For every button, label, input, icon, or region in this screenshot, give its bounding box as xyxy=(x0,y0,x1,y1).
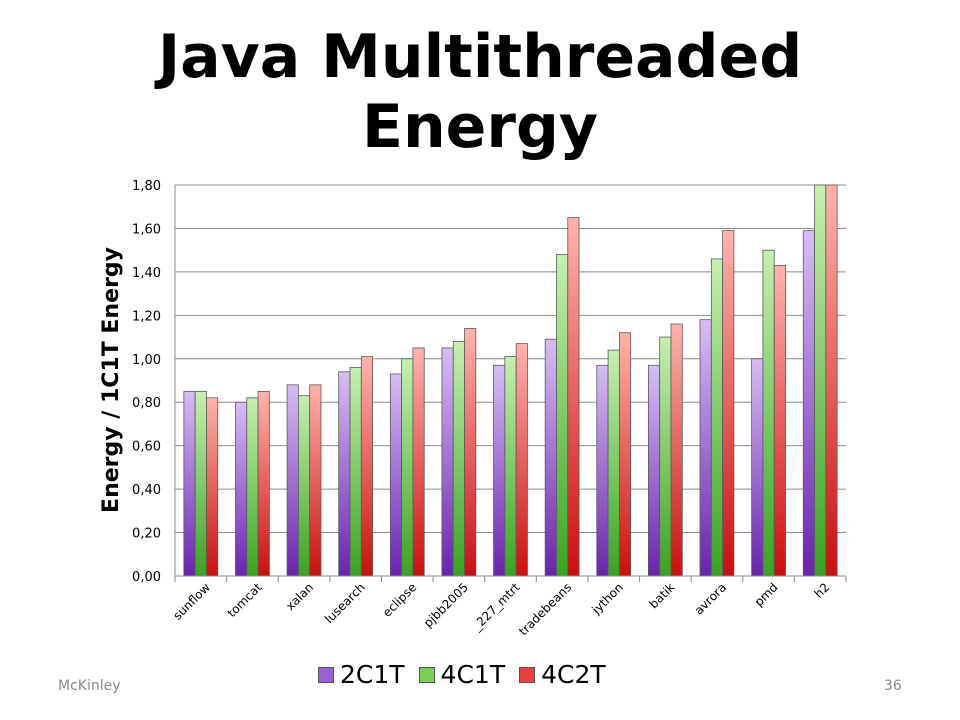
x-tick-label: jython xyxy=(589,580,626,617)
bar-4c2t-xalan xyxy=(309,384,322,577)
bar-4c1t-tradebeans xyxy=(556,254,569,577)
legend-swatch-4c1t xyxy=(418,666,435,683)
bar-4c1t-lusearch xyxy=(349,367,362,577)
bar-4c1t-xalan xyxy=(297,395,311,577)
bar-4c1t-jython xyxy=(607,349,620,577)
x-tick-label: tradebeans xyxy=(516,580,574,638)
bar-4c1t-227mtrt xyxy=(504,356,517,577)
bar-4c2t-pjbb2005 xyxy=(464,327,477,577)
y-tick-label: 1,20 xyxy=(132,309,161,324)
bar-4c2t-227mtrt xyxy=(515,343,528,577)
bar-4c2t-avrora xyxy=(722,230,735,577)
bar-2c1t-avrora xyxy=(699,319,712,577)
bar-2c1t-tomcat xyxy=(235,401,248,577)
legend-item-4c2t: 4C2T xyxy=(519,660,606,689)
legend-label-4c2t: 4C2T xyxy=(541,660,606,689)
x-tick-label: h2 xyxy=(812,580,833,601)
slide-title: Java Multithreaded Energy xyxy=(0,22,960,162)
bar-2c1t-eclipse xyxy=(389,373,403,577)
y-tick-label: 0,60 xyxy=(132,440,161,455)
bar-4c2t-batik xyxy=(670,323,683,577)
y-tick-label: 0,40 xyxy=(132,483,161,498)
bar-4c1t-tomcat xyxy=(246,397,259,577)
bar-2c1t-lusearch xyxy=(338,371,351,577)
y-tick-label: 0,80 xyxy=(132,396,161,411)
bar-2c1t-pjbb2005 xyxy=(441,347,454,577)
x-tick-label: xalan xyxy=(283,580,316,613)
x-tick-label: tomcat xyxy=(225,580,265,620)
x-tick-label: batik xyxy=(646,580,677,611)
slide-title-line-2: Energy xyxy=(361,92,599,162)
y-tick-label: 1,60 xyxy=(132,222,161,237)
legend-item-4c1t: 4C1T xyxy=(418,660,506,689)
bar-4c1t-pjbb2005 xyxy=(452,340,465,577)
bar-4c2t-h2 xyxy=(825,184,838,577)
legend-swatch-4c2t xyxy=(519,666,536,683)
bar-4c2t-lusearch xyxy=(360,356,374,577)
bar-4c2t-tomcat xyxy=(257,390,270,577)
x-tick-label: eclipse xyxy=(380,580,420,620)
bar-4c1t-h2 xyxy=(814,184,827,577)
bar-2c1t-tradebeans xyxy=(544,338,557,577)
bar-2c1t-batik xyxy=(647,364,661,577)
bar-4c1t-pmd xyxy=(762,249,775,577)
bar-4c1t-batik xyxy=(659,336,672,577)
y-tick-label: 0,00 xyxy=(132,570,161,585)
bar-4c1t-sunflow xyxy=(194,390,207,577)
bars xyxy=(183,184,838,577)
bar-2c1t-h2 xyxy=(802,230,815,577)
bar-4c2t-eclipse xyxy=(412,347,425,577)
bar-2c1t-xalan xyxy=(286,384,299,577)
bar-4c1t-eclipse xyxy=(401,358,414,577)
legend-label-4c1t: 4C1T xyxy=(440,660,506,689)
x-tick-label: avrora xyxy=(692,580,729,617)
bar-2c1t-sunflow xyxy=(183,390,196,577)
bar-2c1t-jython xyxy=(596,364,609,577)
x-tick-label: lusearch xyxy=(322,580,368,626)
x-tick-label: pmd xyxy=(752,580,781,609)
x-tick-label: pjbb2005 xyxy=(421,580,471,630)
y-axis-label: Energy / 1C1T Energy xyxy=(99,247,124,513)
bar-4c2t-tradebeans xyxy=(567,217,580,577)
y-tick-label: 1,80 xyxy=(132,179,161,194)
bar-2c1t-pmd xyxy=(751,358,764,577)
legend-item-2c1t: 2C1T xyxy=(318,660,405,689)
footer-page-number: 36 xyxy=(884,678,902,694)
footer-author: McKinley xyxy=(58,678,121,694)
legend-swatch-2c1t xyxy=(318,666,334,683)
legend-label-2c1t: 2C1T xyxy=(340,660,405,689)
bar-4c2t-jython xyxy=(618,332,632,577)
y-tick-label: 0,20 xyxy=(132,527,161,542)
x-tick-label: sunflow xyxy=(170,580,213,623)
bar-4c2t-sunflow xyxy=(206,397,219,577)
bar-4c2t-pmd xyxy=(773,264,786,577)
y-tick-label: 1,00 xyxy=(132,353,161,368)
x-tick-label: _227_mtrt xyxy=(469,580,523,634)
bar-4c1t-avrora xyxy=(710,258,724,577)
legend: 2C1T 4C1T 4C2T xyxy=(318,660,620,689)
bar-2c1t-227mtrt xyxy=(493,364,506,577)
y-tick-label: 1,40 xyxy=(132,266,161,281)
slide-title-line-1: Java Multithreaded xyxy=(157,22,803,92)
